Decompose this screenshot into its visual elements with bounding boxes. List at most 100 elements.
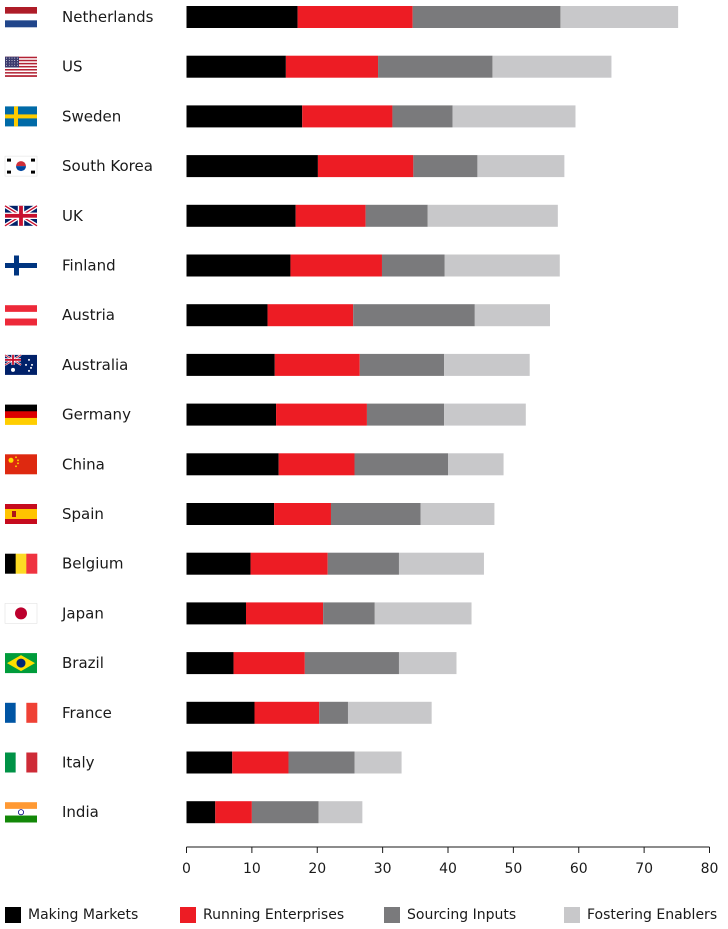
- bar-segment-making-markets: [186, 55, 286, 78]
- bar-row: [186, 304, 550, 327]
- bar-segment-running-enterprises: [276, 403, 367, 426]
- bar-segment-fostering-enablers: [448, 453, 504, 476]
- bar-area: [186, 6, 679, 824]
- bar-segment-fostering-enablers: [474, 304, 550, 327]
- austria-flag-icon: [5, 305, 37, 326]
- bar-segment-sourcing-inputs: [319, 701, 348, 724]
- bar-segment-running-enterprises: [317, 155, 414, 178]
- bar-segment-running-enterprises: [285, 55, 379, 78]
- x-tick-label: 50: [504, 861, 522, 877]
- country-label: Germany: [62, 406, 131, 424]
- bar-row: [186, 652, 457, 675]
- legend-label: Making Markets: [28, 907, 139, 923]
- us-flag-icon: [5, 56, 37, 77]
- bar-segment-running-enterprises: [274, 503, 331, 525]
- bar-segment-fostering-enablers: [560, 6, 679, 28]
- bar-segment-making-markets: [186, 751, 233, 774]
- bar-segment-running-enterprises: [267, 304, 354, 327]
- south-korea-flag-icon: [4, 155, 38, 177]
- x-tick-label: 30: [374, 861, 392, 877]
- legend-swatch: [384, 907, 400, 923]
- bar-segment-making-markets: [186, 155, 318, 178]
- bar-segment-making-markets: [186, 801, 216, 824]
- bar-row: [186, 602, 472, 625]
- legend-item-sourcing-inputs: Sourcing Inputs: [384, 904, 516, 926]
- bar-segment-fostering-enablers: [444, 353, 530, 376]
- bar-row: [186, 55, 612, 78]
- bar-segment-making-markets: [186, 503, 275, 525]
- bar-segment-making-markets: [186, 204, 296, 227]
- brazil-flag-icon: [5, 653, 37, 674]
- country-label: South Korea: [62, 157, 153, 175]
- country-label: Australia: [62, 356, 128, 374]
- bar-segment-sourcing-inputs: [353, 304, 475, 327]
- bar-segment-fostering-enablers: [374, 602, 472, 625]
- india-flag-icon: [5, 802, 37, 823]
- bar-segment-sourcing-inputs: [327, 552, 399, 575]
- legend-item-running-enterprises: Running Enterprises: [180, 904, 344, 926]
- bar-segment-making-markets: [186, 403, 277, 426]
- bar-segment-making-markets: [186, 6, 298, 28]
- bar-segment-running-enterprises: [290, 254, 382, 277]
- bar-segment-fostering-enablers: [347, 701, 432, 724]
- bar-segment-sourcing-inputs: [412, 6, 561, 28]
- bar-segment-making-markets: [186, 453, 279, 476]
- x-tick-label: 70: [635, 861, 653, 877]
- bar-segment-making-markets: [186, 353, 275, 376]
- bar-segment-running-enterprises: [274, 353, 360, 376]
- bar-segment-fostering-enablers: [318, 801, 363, 824]
- bar-segment-fostering-enablers: [492, 55, 612, 78]
- country-label: Japan: [61, 604, 104, 622]
- bar-segment-sourcing-inputs: [251, 801, 319, 824]
- germany-flag-icon: [5, 404, 37, 425]
- bar-row: [186, 453, 504, 476]
- country-label: Italy: [62, 754, 95, 772]
- bar-segment-running-enterprises: [215, 801, 252, 824]
- bar-segment-fostering-enablers: [398, 552, 484, 575]
- bar-segment-making-markets: [186, 652, 234, 675]
- bar-segment-fostering-enablers: [398, 652, 457, 675]
- bar-segment-running-enterprises: [250, 552, 328, 575]
- bar-segment-fostering-enablers: [444, 403, 526, 426]
- bar-segment-sourcing-inputs: [366, 403, 445, 426]
- bar-segment-running-enterprises: [232, 751, 289, 774]
- bar-segment-running-enterprises: [295, 204, 366, 227]
- bar-segment-sourcing-inputs: [288, 751, 355, 774]
- bar-segment-fostering-enablers: [354, 751, 402, 774]
- legend-item-making-markets: Making Markets: [5, 904, 138, 926]
- bar-segment-sourcing-inputs: [330, 503, 421, 525]
- france-flag-icon: [5, 702, 38, 723]
- bar-segment-fostering-enablers: [420, 503, 495, 525]
- japan-flag-icon: [4, 603, 38, 624]
- x-tick-label: 80: [701, 861, 719, 877]
- legend-label: Sourcing Inputs: [407, 907, 517, 923]
- bar-segment-sourcing-inputs: [354, 453, 448, 476]
- bar-segment-making-markets: [186, 602, 246, 625]
- legend-item-fostering-enablers: Fostering Enablers: [564, 904, 717, 926]
- country-label: Finland: [62, 257, 116, 275]
- bar-row: [186, 801, 363, 824]
- country-label: India: [62, 803, 99, 821]
- bar-segment-fostering-enablers: [444, 254, 560, 277]
- netherlands-flag-icon: [5, 7, 37, 28]
- x-axis: 0 10 20 30 40 50 60 70 80: [182, 846, 719, 877]
- bar-segment-fostering-enablers: [477, 155, 565, 178]
- italy-flag-icon: [5, 752, 38, 773]
- bar-row: [186, 701, 432, 724]
- bar-row: [186, 204, 558, 227]
- bar-row: [186, 503, 495, 525]
- country-label: US: [62, 58, 83, 76]
- bar-segment-fostering-enablers: [427, 204, 558, 227]
- bar-segment-sourcing-inputs: [323, 602, 375, 625]
- bar-segment-sourcing-inputs: [359, 353, 445, 376]
- legend-swatch: [564, 907, 580, 923]
- country-label: France: [62, 704, 112, 722]
- bar-row: [186, 155, 565, 178]
- x-tick-label: 60: [570, 861, 588, 877]
- country-label: Spain: [62, 505, 104, 523]
- bar-segment-sourcing-inputs: [378, 55, 493, 78]
- bar-row: [186, 751, 402, 774]
- china-flag-icon: [5, 454, 37, 475]
- legend-label: Running Enterprises: [203, 907, 345, 923]
